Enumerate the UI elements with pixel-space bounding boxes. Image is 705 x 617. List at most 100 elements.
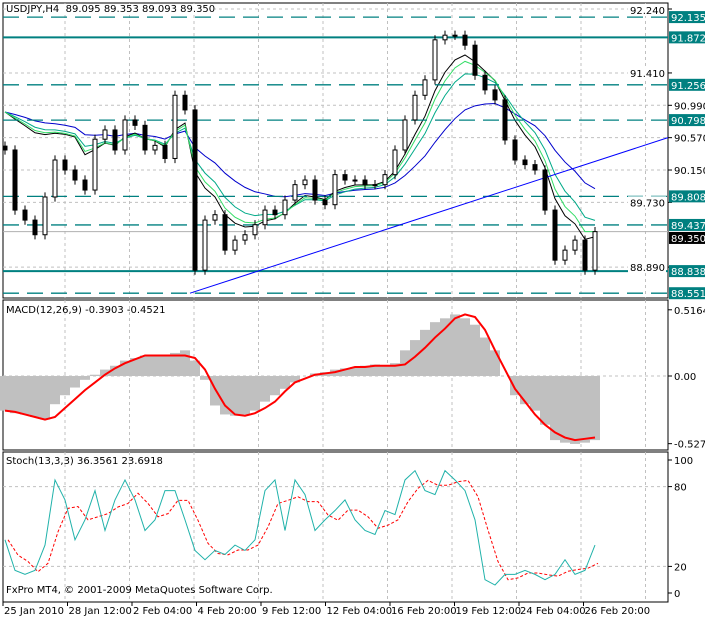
price-level-label: 91.872: [671, 33, 705, 44]
candle: [52, 155, 58, 202]
price-level-label: 88.551: [671, 289, 705, 300]
stoch-axis-label: 80: [674, 483, 687, 494]
moving-average-line-3: [4, 60, 596, 233]
stoch-title: Stoch(13,3,3) 36.3561 23.6918: [6, 456, 163, 467]
candle: [542, 165, 548, 215]
macd-histogram-bar: [510, 376, 520, 396]
candle: [252, 220, 258, 240]
candle-body: [282, 199, 288, 216]
stoch-axis-label: 20: [674, 562, 687, 573]
macd-histogram-bar: [550, 376, 560, 441]
candle: [352, 175, 358, 185]
macd-histogram-bar: [50, 376, 60, 405]
candle: [592, 227, 598, 275]
candle-body: [272, 209, 278, 216]
macd-histogram-bar: [450, 314, 460, 376]
macd-axis-label: -0.5277: [674, 440, 705, 451]
candle: [522, 155, 528, 170]
candle-body: [452, 34, 458, 37]
macd-histogram-bar: [370, 364, 380, 376]
candle-body: [322, 199, 328, 206]
candle: [312, 175, 318, 205]
macd-histogram-bar: [90, 374, 100, 376]
macd-histogram-bar: [30, 376, 40, 418]
price-axis-label: 90.150: [674, 166, 705, 177]
candle-body: [132, 119, 138, 126]
candle: [32, 215, 38, 240]
candle-body: [82, 179, 88, 191]
macd-histogram-bar: [530, 376, 540, 411]
candle: [2, 141, 8, 155]
candle-body: [62, 159, 68, 171]
macd-histogram-bar: [520, 376, 530, 405]
candle: [472, 40, 478, 80]
candle-body: [92, 138, 98, 191]
candle-body: [32, 219, 38, 236]
x-tick-label: 9 Feb 12:00: [262, 606, 321, 617]
candle: [82, 175, 88, 195]
macd-histogram-bar: [130, 358, 140, 376]
macd-histogram-bar: [410, 340, 420, 376]
macd-histogram-bar: [380, 365, 390, 376]
x-tick-label: 2 Feb 04:00: [133, 606, 192, 617]
candle-body: [402, 119, 408, 151]
macd-histogram-bar: [270, 376, 280, 396]
candle: [202, 215, 208, 275]
macd-histogram-bar: [340, 368, 350, 376]
candle: [212, 210, 218, 225]
x-tick-label: 25 Jan 2010: [4, 606, 64, 617]
candle-body: [142, 124, 148, 151]
candle-body: [102, 129, 108, 140]
price-level-label: 89.437: [671, 221, 705, 232]
x-tick-label: 28 Jan 12:00: [69, 606, 132, 617]
price-level-tag: [669, 287, 705, 300]
candle-body: [12, 149, 18, 211]
macd-histogram-bar: [420, 329, 430, 376]
candle-body: [52, 159, 58, 198]
candle: [552, 205, 558, 265]
candle: [532, 160, 538, 175]
candle-body: [172, 94, 178, 159]
candle-body: [522, 159, 528, 166]
macd-histogram-bar: [350, 367, 360, 376]
candle-body: [592, 231, 598, 271]
candle: [62, 155, 68, 175]
candle: [322, 195, 328, 210]
price-axis-label: 90.570: [674, 134, 705, 145]
candle: [272, 205, 278, 220]
candle-body: [292, 184, 298, 201]
macd-histogram-bar: [20, 376, 30, 415]
candle-body: [392, 149, 398, 176]
macd-histogram-bar: [40, 376, 50, 420]
candle-body: [202, 219, 208, 271]
price-level-tag: [669, 11, 705, 24]
macd-histogram-bar: [140, 355, 150, 376]
macd-histogram-bar: [440, 318, 450, 376]
macd-histogram-bar: [200, 376, 210, 380]
candle-body: [502, 99, 508, 141]
candle-body: [222, 214, 228, 251]
candle: [92, 134, 98, 195]
macd-histogram-bar: [430, 322, 440, 376]
candle: [112, 125, 118, 155]
candle: [332, 170, 338, 210]
macd-histogram-bar: [0, 376, 10, 411]
candle-body: [42, 196, 48, 236]
x-tick-label: 19 Feb 12:00: [456, 606, 522, 617]
macd-histogram-bar: [100, 369, 110, 376]
candle: [102, 125, 108, 144]
macd-title: MACD(12,26,9) -0.3903 -0.4521: [6, 305, 166, 316]
candle: [392, 145, 398, 180]
candle: [42, 192, 48, 240]
macd-histogram-bar: [230, 376, 240, 416]
macd-histogram-bar: [490, 350, 500, 376]
candle-body: [72, 169, 78, 181]
macd-histogram-bar: [470, 324, 480, 376]
macd-axis-label: 0.00: [674, 372, 696, 383]
macd-histogram-bar: [260, 376, 270, 402]
candle-body: [262, 209, 268, 226]
x-tick-label: 12 Feb 04:00: [327, 606, 393, 617]
candle: [172, 90, 178, 164]
